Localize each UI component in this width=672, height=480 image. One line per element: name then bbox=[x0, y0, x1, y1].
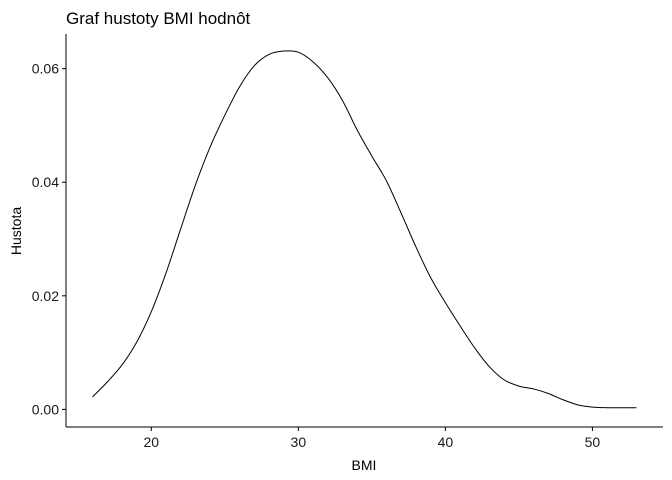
x-tick-label: 20 bbox=[143, 434, 159, 450]
density-curve bbox=[92, 50, 637, 409]
y-tick-label: 0.00 bbox=[32, 401, 59, 417]
x-tick-label: 50 bbox=[585, 434, 601, 450]
y-tick-label: 0.06 bbox=[32, 61, 59, 77]
x-axis-ticks: 20 30 40 50 bbox=[143, 427, 600, 450]
x-axis-label: BMI bbox=[352, 457, 377, 473]
y-tick-label: 0.04 bbox=[32, 174, 59, 190]
x-tick-label: 30 bbox=[291, 434, 307, 450]
x-tick-label: 40 bbox=[438, 434, 454, 450]
y-tick-label: 0.02 bbox=[32, 288, 59, 304]
y-axis-ticks: 0.00 0.02 0.04 0.06 bbox=[32, 61, 66, 417]
chart-title: Graf hustoty BMI hodnôt bbox=[66, 9, 251, 28]
y-axis-label: Hustota bbox=[8, 207, 24, 255]
